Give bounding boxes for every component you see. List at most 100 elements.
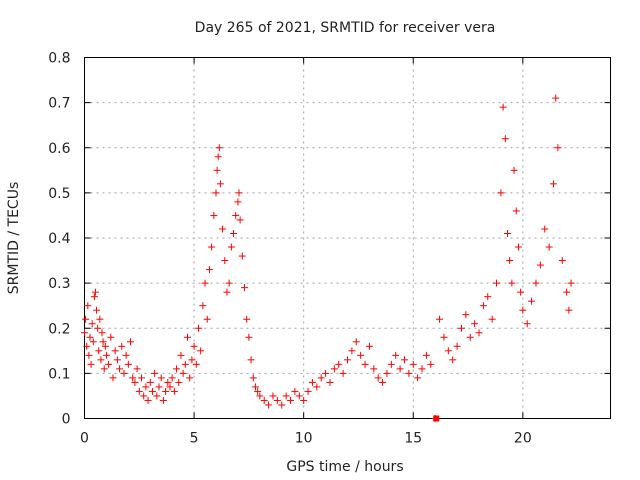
data-point [550, 180, 558, 188]
data-point [300, 396, 308, 404]
data-point [361, 360, 369, 368]
y-axis-label: SRMTID / TECUs [6, 182, 22, 295]
data-point [295, 392, 303, 400]
data-point [164, 378, 172, 386]
data-point [159, 396, 167, 404]
data-point [214, 153, 222, 161]
data-point [365, 342, 373, 350]
data-point [457, 324, 465, 332]
data-point [151, 369, 159, 377]
grid-layer [84, 57, 611, 419]
data-point [339, 369, 347, 377]
data-point [95, 347, 103, 355]
data-point [133, 365, 141, 373]
data-point [247, 356, 255, 364]
data-point [409, 360, 417, 368]
data-point [87, 360, 95, 368]
data-point [541, 225, 549, 233]
data-point [184, 333, 192, 341]
data-point [234, 198, 242, 206]
data-point [512, 207, 520, 215]
data-point [100, 365, 108, 373]
data-point [414, 374, 422, 382]
data-point [508, 279, 516, 287]
points-layer [81, 94, 575, 422]
data-point [471, 320, 479, 328]
data-point [243, 315, 251, 323]
data-point [192, 360, 200, 368]
data-point [89, 338, 97, 346]
data-point [273, 396, 281, 404]
data-point [203, 315, 211, 323]
data-point [91, 288, 99, 296]
data-point [232, 211, 240, 219]
data-point [88, 320, 96, 328]
data-point [523, 320, 531, 328]
data-point [227, 243, 235, 251]
data-point [503, 229, 511, 237]
data-point [418, 365, 426, 373]
data-point [205, 266, 213, 274]
data-point [175, 378, 183, 386]
data-point [216, 180, 224, 188]
data-point [93, 306, 101, 314]
data-point [90, 293, 98, 301]
data-point [101, 342, 109, 350]
x-tick-label: 15 [404, 431, 422, 447]
data-point [82, 315, 90, 323]
data-point [514, 243, 522, 251]
data-point [499, 103, 507, 111]
data-point [153, 392, 161, 400]
data-point [400, 356, 408, 364]
data-point [162, 387, 170, 395]
data-point [235, 189, 243, 197]
data-point [97, 356, 105, 364]
data-point [181, 360, 189, 368]
data-point [357, 351, 365, 359]
data-point [113, 356, 121, 364]
data-point [330, 365, 338, 373]
data-point [102, 351, 110, 359]
data-point [501, 135, 509, 143]
data-point [545, 243, 553, 251]
data-point [177, 351, 185, 359]
data-point [210, 211, 218, 219]
data-point [317, 374, 325, 382]
data-point [84, 302, 92, 310]
data-point [536, 261, 544, 269]
data-point [370, 365, 378, 373]
data-point [86, 333, 94, 341]
data-point [427, 360, 435, 368]
data-point [131, 378, 139, 386]
x-tick-label: 20 [514, 431, 532, 447]
y-tick-label: 0.7 [48, 96, 70, 112]
data-point [201, 279, 209, 287]
data-point [308, 378, 316, 386]
data-point [127, 338, 135, 346]
data-point [142, 383, 150, 391]
data-point [475, 329, 483, 337]
y-tick-label: 0.8 [48, 51, 70, 67]
data-point [497, 189, 505, 197]
data-point [326, 378, 334, 386]
data-point [116, 365, 124, 373]
data-point [105, 360, 113, 368]
data-point [493, 279, 501, 287]
data-point [506, 257, 514, 265]
data-point [212, 189, 220, 197]
data-point [532, 279, 540, 287]
data-point [83, 342, 91, 350]
data-point [256, 392, 264, 400]
data-point [291, 387, 299, 395]
data-point [107, 333, 115, 341]
data-point [449, 356, 457, 364]
y-tick-label: 0.4 [48, 231, 70, 247]
data-point [186, 374, 194, 382]
data-point [251, 383, 259, 391]
data-point [440, 333, 448, 341]
data-point [140, 392, 148, 400]
data-point [225, 279, 233, 287]
data-point [249, 374, 257, 382]
data-point [374, 374, 382, 382]
